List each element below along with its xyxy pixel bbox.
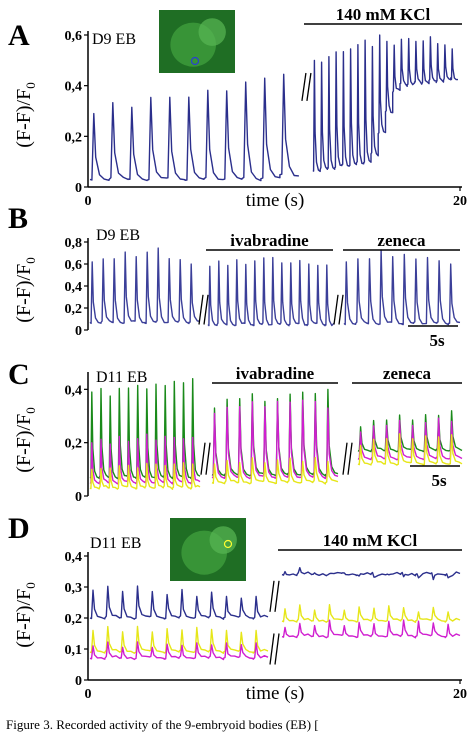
axis-break-mark (198, 294, 204, 325)
y-tick-label: 0 (75, 181, 82, 196)
condition-label: zeneca (377, 231, 426, 250)
experiment-label: D9 EB (92, 31, 136, 48)
axis-break-mark (301, 72, 307, 101)
condition-label: 140 mM KCl (323, 531, 418, 550)
panel-a: A D9 EB 0 0,2 0,4 0,6 0 20 time (s) (F-F)/F0 140 m… (8, 5, 467, 211)
axis-break-mark (274, 580, 280, 612)
y-tick-label: 0,2 (65, 612, 83, 627)
trace-line (357, 433, 463, 466)
condition-label: zeneca (383, 364, 432, 383)
experiment-label: D11 EB (90, 535, 141, 552)
panel-letter-b: B (8, 202, 28, 235)
inset-micrograph (170, 518, 246, 581)
y-tick-label: 0,8 (65, 236, 83, 251)
axis-break-mark (347, 442, 353, 475)
panel-c: C D11 EB 0 0,2 0,4 (F-F)/F0 ivabradine zeneca 5s (8, 358, 463, 505)
y-tick-label: 0,4 (65, 280, 83, 295)
trace-line (211, 399, 339, 480)
axis-break-mark (269, 633, 275, 665)
y-tick-label: 0,2 (65, 302, 83, 317)
panel-letter-d: D (8, 512, 30, 545)
axis-break-mark (200, 442, 206, 475)
trace-line (357, 410, 463, 453)
trace-line (89, 378, 201, 480)
y-tick-label: 0,4 (65, 383, 83, 398)
trace-line (281, 619, 461, 639)
panel-letter-c: C (8, 358, 30, 391)
x-axis-title: time (s) (246, 190, 305, 211)
trace-line (207, 256, 335, 327)
condition-label: 140 mM KCl (336, 5, 431, 24)
trace-line (89, 247, 201, 325)
trace-line (89, 433, 201, 485)
trace-line (211, 388, 339, 477)
axis-break-mark (269, 580, 275, 612)
inset-roi-marker (190, 56, 200, 66)
axis-break-mark (205, 442, 211, 475)
y-tick-label: 0,2 (65, 437, 83, 452)
panel-d: D D11 EB 0 0,1 0,2 0,3 0,4 0 20 time (s) (F-F)/F0 1… (8, 512, 467, 704)
condition-label: ivabradine (230, 231, 309, 250)
y-tick-label: 0,3 (65, 581, 83, 596)
trace-line (89, 585, 269, 620)
x-tick-label: 20 (453, 687, 467, 702)
trace-line (89, 73, 299, 182)
x-tick-label: 20 (453, 194, 467, 209)
inset-micrograph (159, 10, 235, 73)
y-tick-label: 0,2 (65, 130, 83, 145)
x-tick-label: 0 (85, 687, 92, 702)
y-tick-label: 0 (75, 674, 82, 689)
figure-caption: Figure 3. Recorded activity of the 9-emb… (6, 717, 319, 732)
trace-line (281, 567, 461, 581)
y-tick-label: 0,4 (65, 550, 83, 565)
condition-label: ivabradine (236, 364, 315, 383)
y-axis-title: (F-F)/F0 (13, 582, 38, 647)
y-tick-label: 0,6 (65, 29, 83, 44)
scale-bar-label: 5s (429, 331, 445, 350)
axis-break-mark (203, 294, 209, 325)
axis-break-mark (274, 633, 280, 665)
y-tick-label: 0,4 (65, 80, 83, 95)
trace-line (312, 34, 458, 173)
trace-line (357, 417, 463, 461)
x-axis-title: time (s) (246, 683, 305, 704)
trace-line (89, 625, 269, 654)
trace-line (89, 462, 201, 490)
panel-b: B D9 EB 0 0,2 0,4 0,6 0,8 (F-F)/F0 ivabradine zen… (8, 202, 461, 350)
y-tick-label: 0,1 (65, 643, 83, 658)
scale-bar-label: 5s (431, 471, 447, 490)
trace-line (89, 641, 269, 661)
y-axis-title: (F-F)/F0 (13, 407, 38, 472)
y-tick-label: 0 (75, 490, 82, 505)
axis-break-mark (342, 442, 348, 475)
y-axis-title: (F-F)/F0 (13, 82, 38, 147)
trace-line (211, 456, 339, 485)
experiment-label: D9 EB (96, 227, 140, 244)
inset-cell-cluster (198, 18, 226, 46)
experiment-label: D11 EB (96, 369, 147, 386)
axis-break-mark (306, 72, 312, 101)
y-tick-label: 0 (75, 324, 82, 339)
trace-line (343, 249, 461, 326)
inset-cell-cluster (209, 526, 237, 554)
trace-line (281, 604, 461, 623)
x-tick-label: 0 (85, 194, 92, 209)
panel-letter-a: A (8, 19, 30, 52)
y-axis-title: (F-F)/F0 (13, 257, 38, 322)
inset-roi-marker (223, 539, 233, 549)
axis-break-mark (333, 294, 339, 325)
y-tick-label: 0,6 (65, 258, 83, 273)
axis-break-mark (338, 294, 344, 325)
